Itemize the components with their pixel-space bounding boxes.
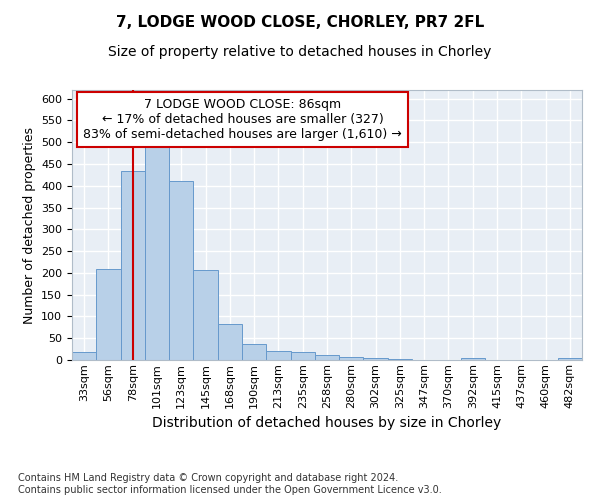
- Bar: [290, 352, 315, 360]
- Text: Size of property relative to detached houses in Chorley: Size of property relative to detached ho…: [109, 45, 491, 59]
- Bar: [193, 270, 218, 360]
- Bar: [121, 170, 145, 360]
- Bar: [364, 358, 388, 360]
- Bar: [461, 358, 485, 360]
- Bar: [388, 359, 412, 360]
- Bar: [266, 352, 290, 360]
- Y-axis label: Number of detached properties: Number of detached properties: [23, 126, 35, 324]
- Text: 7 LODGE WOOD CLOSE: 86sqm
← 17% of detached houses are smaller (327)
83% of semi: 7 LODGE WOOD CLOSE: 86sqm ← 17% of detac…: [83, 98, 402, 141]
- Bar: [169, 182, 193, 360]
- Text: Contains HM Land Registry data © Crown copyright and database right 2024.
Contai: Contains HM Land Registry data © Crown c…: [18, 474, 442, 495]
- X-axis label: Distribution of detached houses by size in Chorley: Distribution of detached houses by size …: [152, 416, 502, 430]
- Bar: [315, 355, 339, 360]
- Bar: [72, 352, 96, 360]
- Bar: [242, 344, 266, 360]
- Text: 7, LODGE WOOD CLOSE, CHORLEY, PR7 2FL: 7, LODGE WOOD CLOSE, CHORLEY, PR7 2FL: [116, 15, 484, 30]
- Bar: [339, 357, 364, 360]
- Bar: [96, 268, 121, 360]
- Bar: [145, 142, 169, 360]
- Bar: [558, 358, 582, 360]
- Bar: [218, 324, 242, 360]
